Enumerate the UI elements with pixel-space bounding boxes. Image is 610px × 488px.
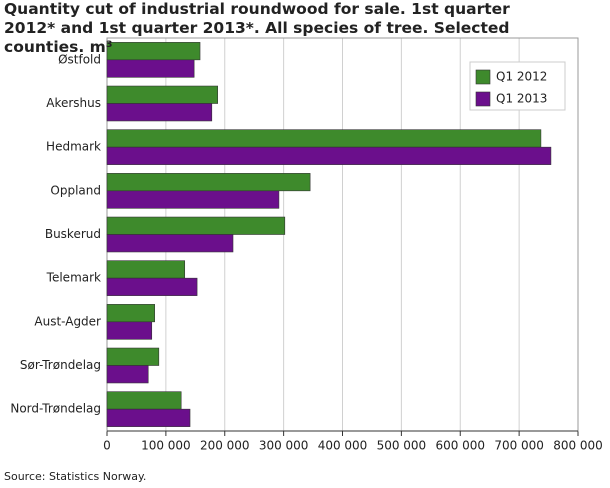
y-tick-label: Buskerud [45, 227, 101, 241]
bar [106, 365, 149, 384]
bar [106, 321, 153, 340]
bar [106, 260, 186, 279]
bar [106, 190, 280, 209]
x-tick-label: 500 000 [377, 439, 427, 453]
y-tick-label: Nord-Trøndelag [10, 402, 101, 416]
bar [106, 59, 195, 78]
x-tick-label: 800 000 [553, 439, 603, 453]
bar [106, 216, 286, 235]
y-tick-label: Telemark [46, 271, 101, 285]
bar [106, 85, 218, 104]
bar [106, 173, 311, 192]
x-tick-label: 0 [103, 439, 111, 453]
y-tick-label: Hedmark [46, 140, 101, 154]
legend-label: Q1 2012 [496, 70, 547, 84]
source: Source: Statistics Norway. [4, 470, 146, 483]
chart-title: Quantity cut of industrial roundwood for… [4, 0, 510, 56]
y-tick-label: Akershus [46, 96, 101, 110]
x-tick-label: 700 000 [494, 439, 544, 453]
bar [106, 146, 552, 165]
x-tick-label: 300 000 [259, 439, 309, 453]
x-tick-label: 600 000 [435, 439, 485, 453]
legend-label: Q1 2013 [496, 92, 547, 106]
bar [106, 103, 213, 122]
bar [106, 391, 182, 410]
x-tick-label: 200 000 [200, 439, 250, 453]
y-tick-label: Aust-Agder [34, 314, 101, 328]
bar [106, 129, 542, 148]
y-tick-label: Oppland [50, 183, 101, 197]
legend-swatch [475, 91, 491, 107]
y-tick-label: Østfold [58, 52, 101, 66]
x-tick-label: 400 000 [318, 439, 368, 453]
x-tick-label: 100 000 [141, 439, 191, 453]
bar [106, 408, 191, 427]
legend-swatch [475, 69, 491, 85]
bar [106, 304, 155, 323]
bar [106, 234, 234, 253]
bar [106, 347, 160, 366]
y-tick-label: Sør-Trøndelag [20, 358, 101, 372]
bar [106, 277, 198, 296]
